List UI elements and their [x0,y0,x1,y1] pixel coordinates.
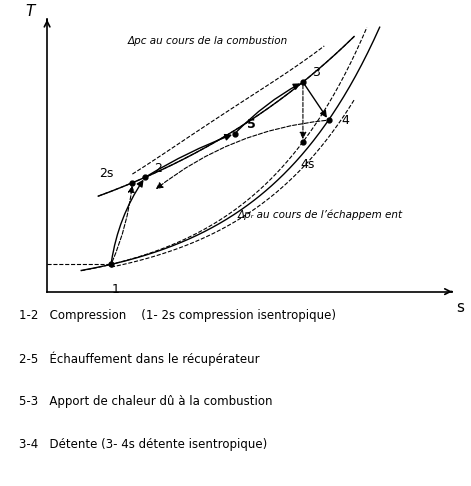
Text: Δpᴄ au cours de la combustion: Δpᴄ au cours de la combustion [128,36,288,46]
Text: 2s: 2s [99,167,114,180]
Text: T: T [25,4,35,19]
Text: 1: 1 [111,283,119,296]
Text: Δpᵣ au cours de l’échappem ent: Δpᵣ au cours de l’échappem ent [237,210,403,221]
Text: s: s [456,300,464,315]
Text: 3-4   Détente (3- 4s détente isentropique): 3-4 Détente (3- 4s détente isentropique) [18,438,267,451]
Text: 5: 5 [247,118,256,131]
Text: 4: 4 [341,114,349,127]
Text: 5-3   Apport de chaleur dû à la combustion: 5-3 Apport de chaleur dû à la combustion [18,395,272,408]
Text: 2: 2 [154,161,162,174]
Text: 4s: 4s [300,158,314,171]
Text: 1-2   Compression    (1- 2s compression isentropique): 1-2 Compression (1- 2s compression isent… [18,309,335,322]
Text: 3: 3 [312,66,320,79]
Text: 2-5   Échauffement dans le récupérateur: 2-5 Échauffement dans le récupérateur [18,352,259,366]
